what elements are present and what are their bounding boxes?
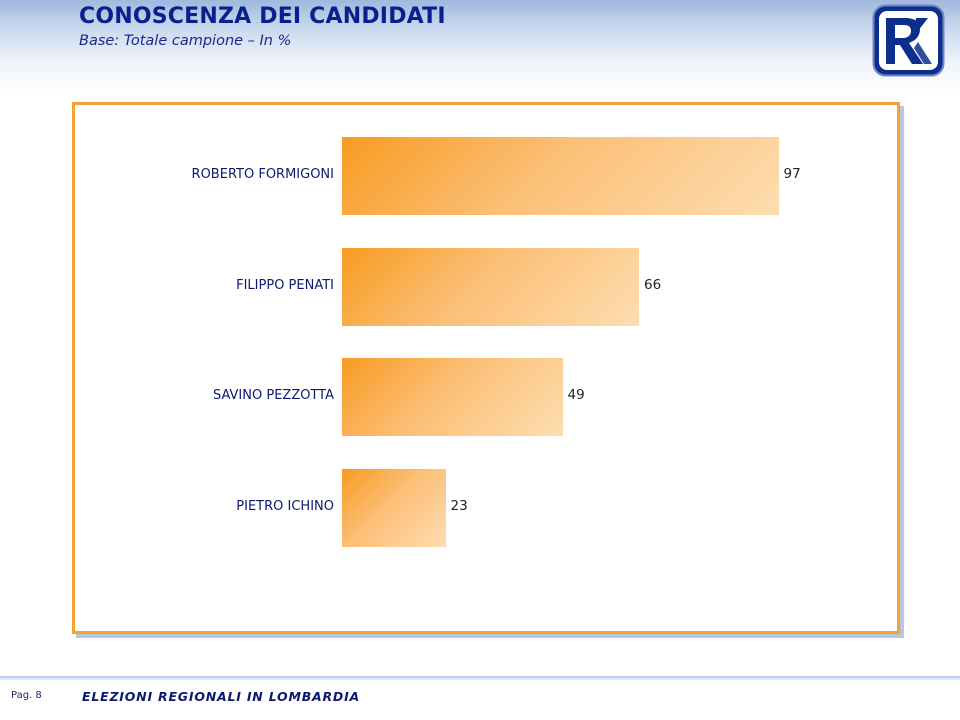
bar — [342, 358, 563, 436]
category-label: PIETRO ICHINO — [236, 498, 334, 514]
bar — [342, 247, 639, 326]
footer-divider — [0, 676, 960, 680]
category-label: FILIPPO PENATI — [236, 277, 334, 293]
page-number: Pag. 8 — [11, 690, 42, 701]
header-band — [0, 0, 960, 92]
bar — [342, 137, 779, 215]
page-subtitle: Base: Totale campione – In % — [79, 33, 292, 49]
footer-title: ELEZIONI REGIONALI IN LOMBARDIA — [82, 689, 361, 704]
value-label: 49 — [567, 387, 585, 403]
value-label: 23 — [450, 497, 468, 514]
chart-frame: ROBERTO FORMIGONI 97 FILIPPO PENATI 66 SAVIN… — [72, 102, 900, 634]
bar — [342, 468, 446, 547]
category-label: SAVINO PEZZOTTA — [212, 388, 334, 403]
page-title: CONOSCENZA DEI CANDIDATI — [79, 4, 446, 29]
rk-logo-icon — [872, 4, 945, 77]
value-label: 66 — [644, 276, 662, 293]
bar-chart: ROBERTO FORMIGONI 97 FILIPPO PENATI 66 SAVIN… — [75, 105, 897, 631]
category-label: ROBERTO FORMIGONI — [191, 167, 334, 182]
value-label: 97 — [783, 166, 801, 182]
